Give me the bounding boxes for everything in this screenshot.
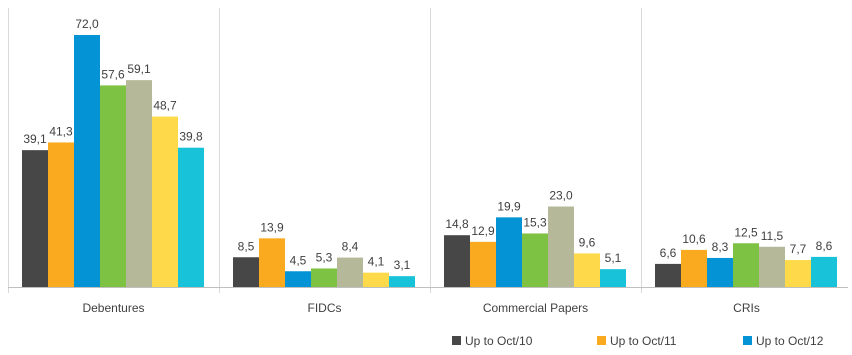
data-label: 8,4 [342,240,359,254]
data-label: 4,5 [290,253,307,267]
data-label: 8,6 [816,239,833,253]
data-labels-layer: 39,141,3 72,0 57,6 59,1 48,7 39,8 8,5 13,9 4,5 5,… [23,17,832,272]
bar [444,235,470,287]
bar [363,272,389,287]
legend-label: Up to Oct/12 [756,334,824,348]
bar [389,276,415,287]
bar [152,116,178,287]
data-label: 4,1 [368,255,385,269]
data-label: 11,5 [761,229,784,243]
data-label: 41,3 [49,124,73,138]
bar [100,85,126,288]
data-label: 57,6 [101,67,125,81]
data-label: 23,0 [549,189,573,203]
data-label: 14,8 [445,217,469,231]
data-label: 5,3 [316,250,333,264]
bar [126,80,152,288]
legend-swatch [597,336,606,345]
data-label: 59,1 [127,62,151,76]
data-label: 39,8 [179,130,203,144]
bar [655,263,681,287]
category-label: Debentures [82,301,144,315]
data-label: 12,5 [734,225,758,239]
bar [311,268,337,287]
category-label: CRIs [733,301,760,315]
bar [74,35,100,287]
bar [681,249,707,287]
bar [470,241,496,287]
bar [707,257,733,287]
data-label: 72,0 [75,17,99,31]
bar [337,257,363,287]
bar [233,257,259,287]
bars-layer [22,35,837,288]
data-label: 12,9 [471,224,495,238]
legend: Up to Oct/10 Up to Oct/11 Up to Oct/12 [452,334,824,348]
bar [785,260,811,287]
data-label: 5,1 [605,251,622,265]
bar [811,256,837,287]
data-label: 6,6 [660,246,677,260]
data-label: 19,9 [497,199,521,213]
data-label: 3,1 [394,258,411,272]
data-label: 7,7 [790,242,807,256]
bar [285,271,311,287]
bar [496,217,522,287]
bar [178,147,204,287]
legend-label: Up to Oct/10 [465,334,533,348]
category-label: Commercial Papers [483,301,588,315]
bar [733,243,759,287]
data-label: 10,6 [682,232,706,246]
data-label: 13,9 [260,220,284,234]
data-label: 8,3 [712,240,729,254]
bar [548,206,574,287]
category-labels-layer: Debentures FIDCs Commercial Papers CRIs [82,301,759,315]
bar [759,246,785,287]
data-label: 15,3 [523,215,547,229]
legend-swatch [452,336,461,345]
legend-label: Up to Oct/11 [610,334,677,348]
category-dividers [8,8,642,293]
category-label: FIDCs [308,301,342,315]
bar [600,269,626,287]
data-label: 39,1 [23,132,47,146]
bar [522,233,548,287]
bar [48,142,74,287]
bar [259,238,285,287]
data-label: 48,7 [153,99,177,113]
data-label: 9,6 [579,235,596,249]
bar [22,150,48,287]
legend-swatch [743,336,752,345]
data-label: 8,5 [238,239,255,253]
bar [574,253,600,287]
